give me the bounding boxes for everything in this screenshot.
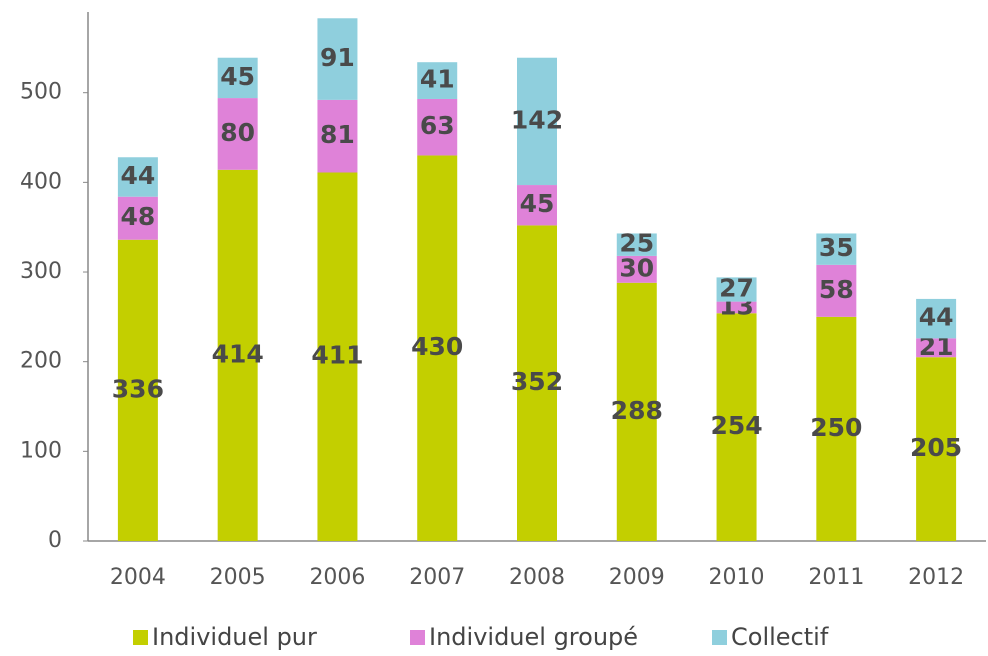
x-tick-label: 2012 <box>908 565 964 590</box>
data-label: 80 <box>220 118 255 147</box>
data-label: 288 <box>611 396 663 425</box>
data-label: 63 <box>420 111 455 140</box>
y-tick-label: 500 <box>20 80 62 105</box>
bar-segment <box>417 98 458 156</box>
data-label: 411 <box>311 341 363 370</box>
x-tick-label: 2005 <box>210 565 266 590</box>
y-tick-label: 200 <box>20 349 62 374</box>
data-label: 414 <box>212 339 264 368</box>
data-label: 254 <box>710 411 762 440</box>
data-label: 45 <box>520 189 555 218</box>
bar-segment <box>117 196 158 240</box>
bar-segment <box>217 57 258 99</box>
y-tick-label: 0 <box>48 528 62 553</box>
data-label: 48 <box>120 202 155 231</box>
y-tick-label: 300 <box>20 259 62 284</box>
legend-swatch <box>410 630 425 645</box>
data-label: 81 <box>320 120 355 149</box>
bar-segment <box>517 185 557 226</box>
data-label: 430 <box>411 332 463 361</box>
x-tick-label: 2010 <box>709 565 765 590</box>
data-label: 250 <box>810 413 862 442</box>
data-label: 142 <box>511 105 563 134</box>
bar-segment <box>716 313 757 541</box>
x-tick-label: 2009 <box>609 565 665 590</box>
bar-segment <box>616 282 657 541</box>
bar-segment <box>417 62 458 99</box>
x-tick-label: 2007 <box>409 565 465 590</box>
y-tick-label: 100 <box>20 438 62 463</box>
bar-segment <box>816 233 857 265</box>
legend-label: Collectif <box>731 623 829 651</box>
data-label: 205 <box>910 433 962 462</box>
bar-segment <box>217 169 258 541</box>
data-label: 45 <box>220 62 255 91</box>
bar-segment <box>317 18 358 100</box>
data-label: 35 <box>819 233 854 262</box>
bar-segment <box>317 172 358 541</box>
x-tick-label: 2011 <box>808 565 864 590</box>
data-label: 91 <box>320 43 355 72</box>
legend-label: Individuel pur <box>152 623 317 651</box>
data-label: 41 <box>420 65 455 94</box>
bar-segment <box>117 157 158 197</box>
legend-label: Individuel groupé <box>429 623 638 651</box>
bar-segment <box>117 239 158 541</box>
data-label: 44 <box>919 303 954 332</box>
bar-segment <box>916 298 957 339</box>
data-label: 58 <box>819 275 854 304</box>
bar-segment <box>517 225 557 541</box>
x-tick-label: 2008 <box>509 565 565 590</box>
x-tick-label: 2006 <box>309 565 365 590</box>
bar-segment <box>616 233 657 256</box>
bar-segment <box>916 338 957 358</box>
data-label: 27 <box>719 274 754 303</box>
bar-segment <box>716 277 757 302</box>
legend-swatch <box>712 630 727 645</box>
data-label: 352 <box>511 367 563 396</box>
bar-segment <box>816 316 857 541</box>
data-label: 336 <box>112 374 164 403</box>
legend-swatch <box>133 630 148 645</box>
bar-segment <box>916 357 957 541</box>
bar-segment <box>217 98 258 170</box>
bar-segment <box>616 255 657 283</box>
data-label: 25 <box>619 229 654 258</box>
bar-segment <box>716 301 757 314</box>
bar-segment <box>417 155 458 541</box>
data-label: 44 <box>120 161 155 190</box>
bar-segment <box>517 57 557 186</box>
x-tick-label: 2004 <box>110 565 166 590</box>
data-label: 30 <box>619 253 654 282</box>
bar-segment <box>816 264 857 317</box>
y-tick-label: 400 <box>20 169 62 194</box>
bar-segment <box>317 99 358 173</box>
